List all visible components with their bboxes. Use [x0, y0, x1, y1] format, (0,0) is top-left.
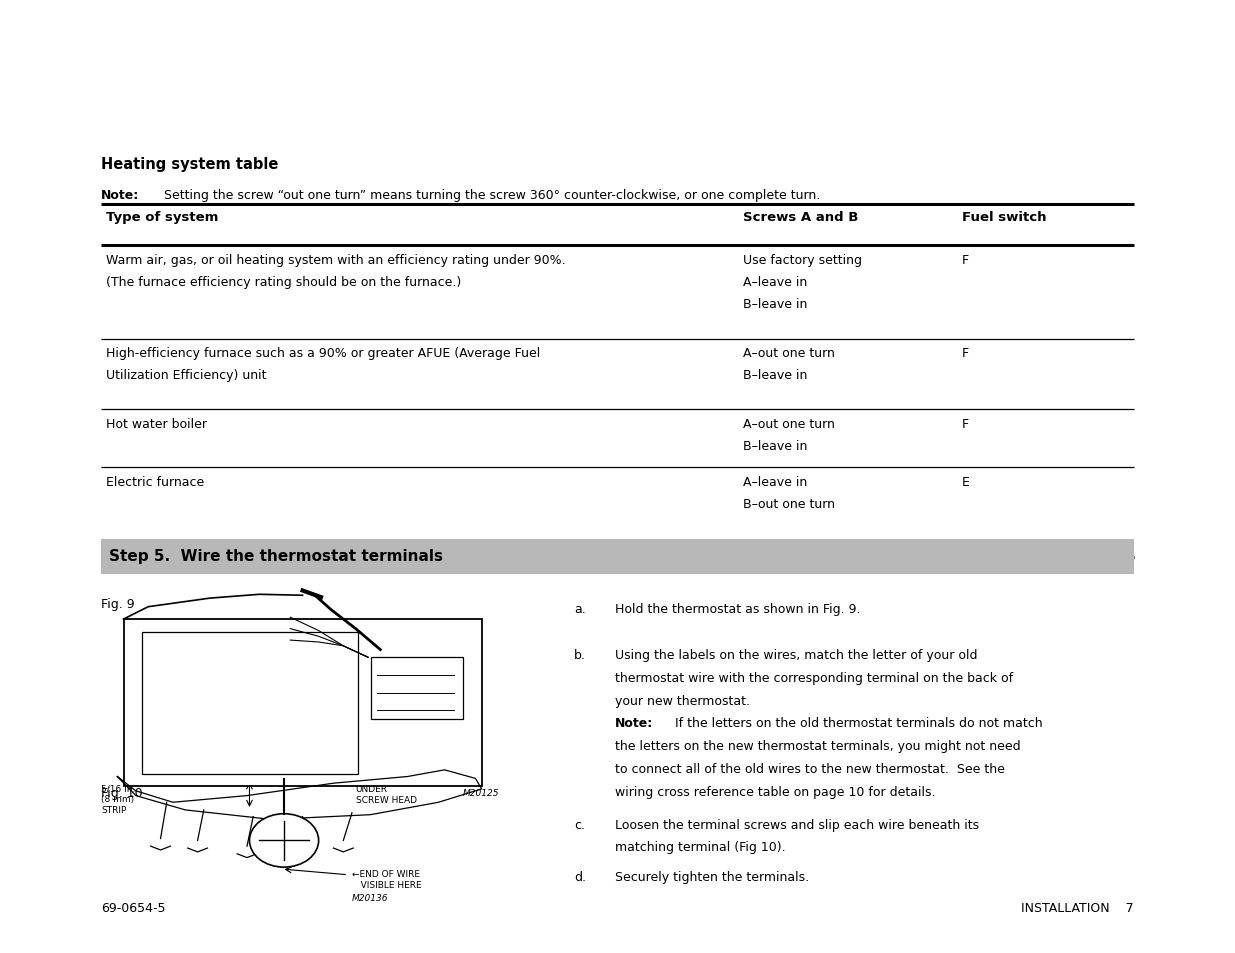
- Text: B–leave in: B–leave in: [743, 369, 808, 382]
- Text: M20136: M20136: [352, 893, 389, 902]
- Text: Setting the screw “out one turn” means turning the screw 360° counter-clockwise,: Setting the screw “out one turn” means t…: [156, 189, 820, 202]
- Text: Note:: Note:: [101, 189, 140, 202]
- Text: Using the labels on the wires, match the letter of your old: Using the labels on the wires, match the…: [615, 648, 978, 661]
- Circle shape: [249, 814, 319, 867]
- Text: wiring cross reference table on page 10 for details.: wiring cross reference table on page 10 …: [615, 785, 936, 799]
- Bar: [142, 633, 358, 774]
- Text: Fig. 9: Fig. 9: [101, 598, 135, 611]
- Text: c.: c.: [574, 818, 585, 831]
- Text: A–out one turn: A–out one turn: [743, 417, 835, 431]
- Bar: [101, 539, 1134, 575]
- Text: b.: b.: [574, 648, 587, 661]
- Text: thermostat wire with the corresponding terminal on the back of: thermostat wire with the corresponding t…: [615, 671, 1013, 684]
- Text: F: F: [962, 347, 969, 360]
- Text: INSERT
STRAIGHT
UNDER
SCREW HEAD: INSERT STRAIGHT UNDER SCREW HEAD: [356, 762, 416, 804]
- Text: to connect all of the old wires to the new thermostat.  See the: to connect all of the old wires to the n…: [615, 762, 1005, 776]
- Text: d.: d.: [574, 870, 587, 883]
- Text: If the letters on the old thermostat terminals do not match: If the letters on the old thermostat ter…: [671, 717, 1042, 730]
- Text: Securely tighten the terminals.: Securely tighten the terminals.: [615, 870, 809, 883]
- Text: Screws A and B: Screws A and B: [743, 211, 858, 224]
- Text: B–leave in: B–leave in: [743, 439, 808, 453]
- Bar: [124, 619, 482, 786]
- Text: High-efficiency furnace such as a 90% or greater AFUE (Average Fuel: High-efficiency furnace such as a 90% or…: [106, 347, 541, 360]
- Text: matching terminal (Fig 10).: matching terminal (Fig 10).: [615, 841, 785, 854]
- Text: the letters on the new thermostat terminals, you might not need: the letters on the new thermostat termin…: [615, 740, 1020, 753]
- Text: Step 5.  Wire the thermostat terminals: Step 5. Wire the thermostat terminals: [109, 549, 442, 563]
- Text: B–out one turn: B–out one turn: [743, 497, 835, 511]
- Text: B–leave in: B–leave in: [743, 297, 808, 311]
- Text: 69-0654-5: 69-0654-5: [101, 901, 165, 914]
- Text: M20125: M20125: [463, 788, 500, 797]
- Text: F: F: [962, 417, 969, 431]
- Text: Fuel switch: Fuel switch: [962, 211, 1046, 224]
- Text: Use factory setting: Use factory setting: [743, 253, 862, 267]
- Text: Note:: Note:: [615, 717, 653, 730]
- Text: 5/16 in.
(8 mm)
STRIP: 5/16 in. (8 mm) STRIP: [101, 783, 136, 815]
- Text: E: E: [962, 476, 969, 489]
- Text: Hot water boiler: Hot water boiler: [106, 417, 207, 431]
- Text: Warm air, gas, or oil heating system with an efficiency rating under 90%.: Warm air, gas, or oil heating system wit…: [106, 253, 566, 267]
- Text: ←END OF WIRE
   VISIBLE HERE: ←END OF WIRE VISIBLE HERE: [352, 869, 421, 889]
- Text: Heating system table: Heating system table: [101, 157, 279, 172]
- Text: INSTALLATION    7: INSTALLATION 7: [1021, 901, 1134, 914]
- Text: Utilization Efficiency) unit: Utilization Efficiency) unit: [106, 369, 267, 382]
- Text: A–leave in: A–leave in: [743, 275, 808, 289]
- Text: Fig. 10: Fig. 10: [101, 786, 143, 800]
- Text: your new thermostat.: your new thermostat.: [615, 694, 750, 707]
- Text: A–leave in: A–leave in: [743, 476, 808, 489]
- Text: Hold the thermostat as shown in Fig. 9.: Hold the thermostat as shown in Fig. 9.: [615, 602, 861, 616]
- Bar: [370, 658, 463, 720]
- Text: Loosen the terminal screws and slip each wire beneath its: Loosen the terminal screws and slip each…: [615, 818, 979, 831]
- Text: Electric furnace: Electric furnace: [106, 476, 205, 489]
- Text: A–out one turn: A–out one turn: [743, 347, 835, 360]
- Text: (The furnace efficiency rating should be on the furnace.): (The furnace efficiency rating should be…: [106, 275, 462, 289]
- Polygon shape: [117, 770, 482, 820]
- Text: F: F: [962, 253, 969, 267]
- Text: a.: a.: [574, 602, 587, 616]
- Text: Type of system: Type of system: [106, 211, 219, 224]
